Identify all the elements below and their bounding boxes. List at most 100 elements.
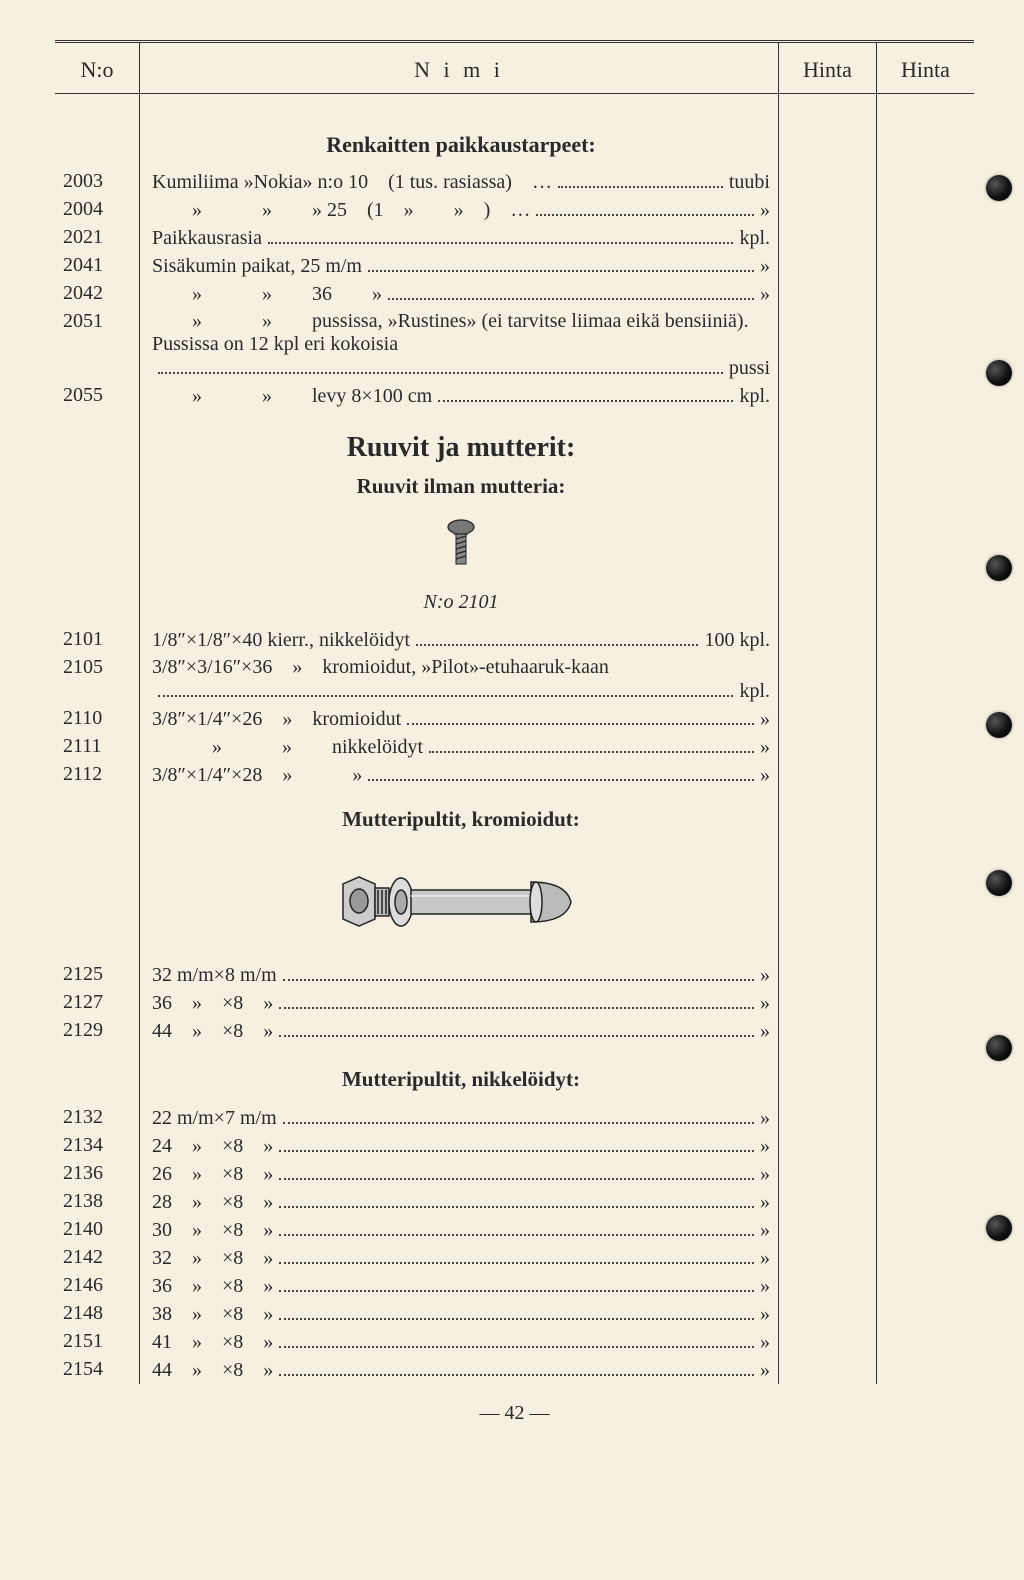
binding-hole <box>986 870 1012 896</box>
item-number: 2129 <box>55 1017 140 1045</box>
binding-hole <box>986 1035 1012 1061</box>
item-description: » » nikkelöidyt» <box>140 733 779 761</box>
item-number: 2051 <box>55 308 140 382</box>
item-description: 26 » ×8 »» <box>140 1160 779 1188</box>
item-description: » » » 25 (1 » » ) …» <box>140 196 779 224</box>
item-number: 2101 <box>55 626 140 654</box>
item-description: 38 » ×8 »» <box>140 1300 779 1328</box>
table-row: 2003Kumiliima »Nokia» n:o 10 (1 tus. ras… <box>55 168 974 196</box>
item-number: 2127 <box>55 989 140 1017</box>
item-number: 2042 <box>55 280 140 308</box>
item-number: 2111 <box>55 733 140 761</box>
item-description: » » 36 »» <box>140 280 779 308</box>
table-row: 214030 » ×8 »» <box>55 1216 974 1244</box>
binding-hole <box>986 175 1012 201</box>
header-hinta-1: Hinta <box>779 43 877 94</box>
section-title-row: Mutteripultit, kromioidut: <box>55 803 974 844</box>
section-title-row: Ruuvit ilman mutteria: <box>55 470 974 511</box>
item-description: 36 » ×8 »» <box>140 1272 779 1300</box>
table-row: 21011/8″×1/8″×40 kierr., nikkelöidyt100 … <box>55 626 974 654</box>
item-description: Kumiliima »Nokia» n:o 10 (1 tus. rasiass… <box>140 168 779 196</box>
item-description: 28 » ×8 »» <box>140 1188 779 1216</box>
table-row: 212736 » ×8 »» <box>55 989 974 1017</box>
table-row: 21053/8″×3/16″×36 » kromioidut, »Pilot»-… <box>55 654 974 705</box>
item-number: 2105 <box>55 654 140 705</box>
item-number: 2134 <box>55 1132 140 1160</box>
table-row: 2055 » » levy 8×100 cmkpl. <box>55 382 974 410</box>
table-row: 2042 » » 36 »» <box>55 280 974 308</box>
table-row: 212532 m/m×8 m/m» <box>55 961 974 989</box>
item-description: 32 » ×8 »» <box>140 1244 779 1272</box>
item-description: 30 » ×8 »» <box>140 1216 779 1244</box>
table-row: 213222 m/m×7 m/m» <box>55 1104 974 1132</box>
item-number: 2151 <box>55 1328 140 1356</box>
section-title-row: N:o 2101 <box>55 583 974 626</box>
item-description: » » levy 8×100 cmkpl. <box>140 382 779 410</box>
table-row: 214838 » ×8 »» <box>55 1300 974 1328</box>
header-nimi: N i m i <box>140 43 779 94</box>
catalog-page: N:o N i m i Hinta Hinta Renkaitten paikk… <box>0 0 1024 1580</box>
item-description: Sisäkumin paikat, 25 m/m» <box>140 252 779 280</box>
item-description: Paikkausrasiakpl. <box>140 224 779 252</box>
table-row: 215444 » ×8 »» <box>55 1356 974 1384</box>
item-description: 24 » ×8 »» <box>140 1132 779 1160</box>
header-row: N:o N i m i Hinta Hinta <box>55 43 974 94</box>
item-number: 2004 <box>55 196 140 224</box>
header-hinta-2: Hinta <box>877 43 975 94</box>
section-title-row: Mutteripultit, nikkelöidyt: <box>55 1063 974 1104</box>
table-row: 212944 » ×8 »» <box>55 1017 974 1045</box>
binding-hole <box>986 712 1012 738</box>
item-number: 2021 <box>55 224 140 252</box>
table-row: 2041Sisäkumin paikat, 25 m/m» <box>55 252 974 280</box>
item-number: 2148 <box>55 1300 140 1328</box>
section-title-row: Ruuvit ja mutterit: <box>55 410 974 470</box>
item-number: 2136 <box>55 1160 140 1188</box>
table-row: 215141 » ×8 »» <box>55 1328 974 1356</box>
item-description: 44 » ×8 »» <box>140 1356 779 1384</box>
section-title: Ruuvit ilman mutteria: <box>152 472 770 509</box>
table-row: 213626 » ×8 »» <box>55 1160 974 1188</box>
item-number: 2003 <box>55 168 140 196</box>
item-description: 1/8″×1/8″×40 kierr., nikkelöidyt100 kpl. <box>140 626 779 654</box>
section-title: N:o 2101 <box>152 585 770 624</box>
item-description: 44 » ×8 »» <box>140 1017 779 1045</box>
table-row: 2111 » » nikkelöidyt» <box>55 733 974 761</box>
item-description: 3/8″×1/4″×26 » kromioidut» <box>140 705 779 733</box>
item-number: 2055 <box>55 382 140 410</box>
bolt-icon <box>331 854 591 949</box>
item-description: 36 » ×8 »» <box>140 989 779 1017</box>
section-title: Mutteripultit, kromioidut: <box>152 805 770 842</box>
item-description: 41 » ×8 »» <box>140 1328 779 1356</box>
item-number: 2110 <box>55 705 140 733</box>
item-description: 3/8″×1/4″×28 » »» <box>140 761 779 789</box>
item-number: 2125 <box>55 961 140 989</box>
item-number: 2112 <box>55 761 140 789</box>
item-description: » » pussissa, »Rustines» (ei tarvitse li… <box>140 308 779 382</box>
header-no: N:o <box>55 43 140 94</box>
item-number: 2132 <box>55 1104 140 1132</box>
table-row: 21103/8″×1/4″×26 » kromioidut» <box>55 705 974 733</box>
item-number: 2041 <box>55 252 140 280</box>
item-number: 2140 <box>55 1216 140 1244</box>
table-row: 21123/8″×1/4″×28 » »» <box>55 761 974 789</box>
binding-hole <box>986 1215 1012 1241</box>
section-title-row: Renkaitten paikkaustarpeet: <box>55 112 974 168</box>
table-row: 213828 » ×8 »» <box>55 1188 974 1216</box>
table-row: 2051 » » pussissa, »Rustines» (ei tarvit… <box>55 308 974 382</box>
section-title: Renkaitten paikkaustarpeet: <box>152 114 770 166</box>
item-number: 2146 <box>55 1272 140 1300</box>
binding-hole <box>986 360 1012 386</box>
page-number: — 42 — <box>55 1384 974 1425</box>
item-description: 3/8″×3/16″×36 » kromioidut, »Pilot»-etuh… <box>140 654 779 705</box>
item-description: 32 m/m×8 m/m» <box>140 961 779 989</box>
table-row: 2004 » » » 25 (1 » » ) …» <box>55 196 974 224</box>
item-number: 2138 <box>55 1188 140 1216</box>
table-row: 214636 » ×8 »» <box>55 1272 974 1300</box>
binding-hole <box>986 555 1012 581</box>
table-row: 213424 » ×8 »» <box>55 1132 974 1160</box>
item-number: 2142 <box>55 1244 140 1272</box>
table-row: 2021Paikkausrasiakpl. <box>55 224 974 252</box>
screw-icon <box>444 519 478 571</box>
section-title: Mutteripultit, nikkelöidyt: <box>152 1065 770 1102</box>
table-row: 214232 » ×8 »» <box>55 1244 974 1272</box>
